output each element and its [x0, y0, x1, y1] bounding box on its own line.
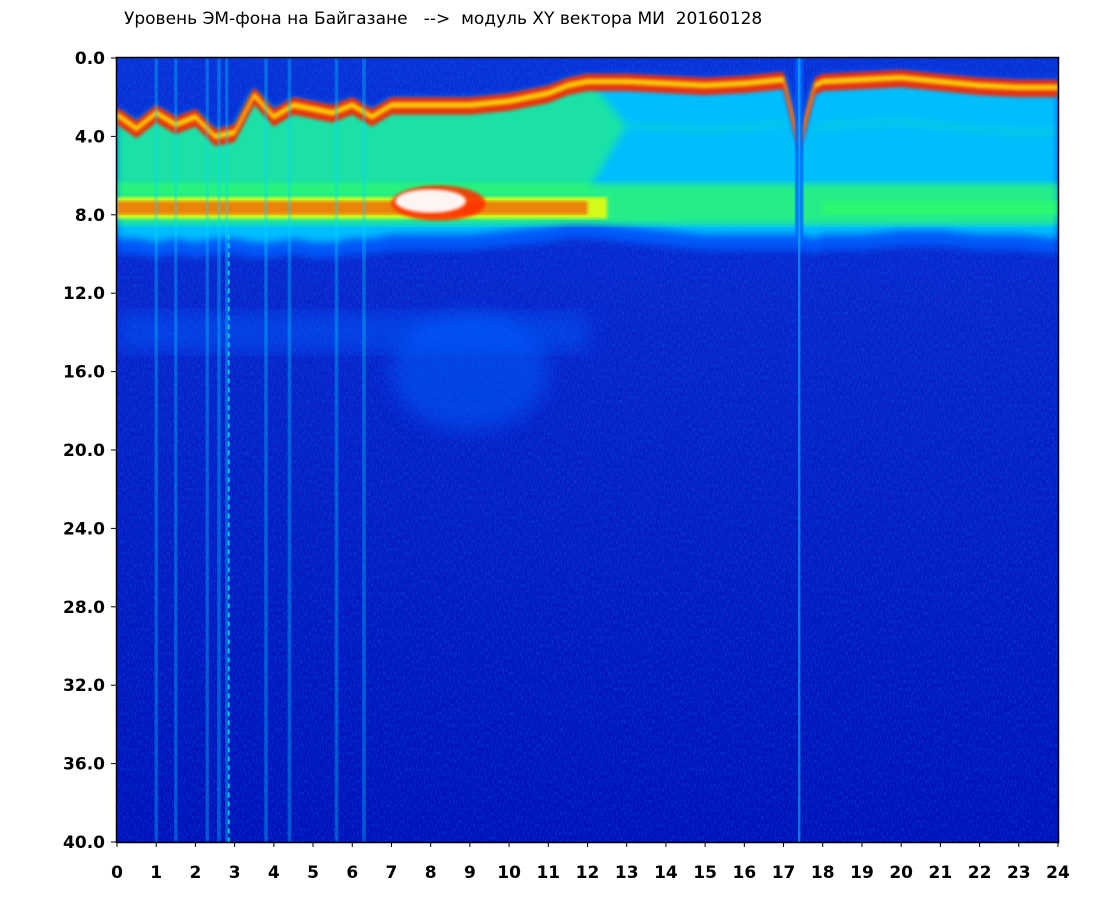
band-top-edge-yellow — [117, 74, 1058, 148]
y-tick-label: 0.0 — [75, 49, 105, 69]
x-tick-label: 4 — [268, 863, 280, 883]
vertical-spike — [154, 58, 158, 842]
y-tick-label: 40.0 — [63, 833, 105, 853]
x-tick-label: 21 — [929, 863, 953, 883]
x-tick-label: 19 — [850, 863, 874, 883]
x-tick-label: 3 — [229, 863, 241, 883]
x-tick-label: 8 — [425, 863, 437, 883]
vertical-spike — [362, 58, 366, 842]
y-tick-label: 36.0 — [63, 755, 105, 775]
band-top-edge-red — [117, 69, 1058, 154]
x-tick-label: 0 — [111, 863, 123, 883]
x-tick-label: 11 — [536, 863, 560, 883]
x-tick-label: 2 — [189, 863, 201, 883]
x-tick-label: 1 — [150, 863, 162, 883]
x-tick-label: 9 — [464, 863, 476, 883]
heatmap-plot — [117, 58, 1058, 842]
vertical-spike — [264, 58, 268, 842]
x-tick-label: 12 — [576, 863, 600, 883]
x-tick-label: 22 — [968, 863, 992, 883]
axes: 0 1 2 3 4 5 6 7 8 9 10 11 12 13 14 15 16 17 18 19 20 21 22 23 24… — [63, 49, 1070, 883]
y-tick-label: 28.0 — [63, 598, 105, 618]
x-tick-label: 17 — [772, 863, 796, 883]
vertical-spike — [335, 58, 339, 842]
y-tick-label: 8.0 — [75, 206, 105, 226]
y-tick-label: 20.0 — [63, 441, 105, 461]
x-tick-label: 6 — [346, 863, 358, 883]
x-tick-label: 7 — [386, 863, 398, 883]
vertical-spike — [288, 58, 292, 842]
y-tick-label: 32.0 — [63, 676, 105, 696]
x-tick-label: 24 — [1046, 863, 1070, 883]
x-tick-label: 20 — [889, 863, 913, 883]
vertical-spike — [225, 58, 229, 842]
right-hot-line — [822, 201, 1058, 215]
saturation-blob — [395, 189, 466, 213]
chart-title: Уровень ЭМ-фона на Байгазане --> модуль … — [124, 9, 763, 29]
hot-line-red — [117, 201, 588, 215]
x-tick-label: 18 — [811, 863, 835, 883]
vertical-spike-core — [798, 58, 801, 842]
vertical-spike — [174, 58, 178, 842]
vertical-spike — [217, 58, 221, 842]
x-tick-label: 16 — [732, 863, 756, 883]
y-tick-label: 24.0 — [63, 519, 105, 539]
y-tick-label: 12.0 — [63, 284, 105, 304]
x-tick-label: 23 — [1007, 863, 1031, 883]
diffuse-patch — [391, 312, 549, 431]
x-tick-label: 15 — [693, 863, 717, 883]
x-tick-label: 14 — [654, 863, 678, 883]
y-tick-label: 4.0 — [75, 127, 105, 147]
x-tick-label: 13 — [615, 863, 639, 883]
vertical-spike — [205, 58, 209, 842]
y-tick-label: 16.0 — [63, 363, 105, 383]
x-tick-label: 5 — [307, 863, 319, 883]
x-tick-label: 10 — [497, 863, 521, 883]
